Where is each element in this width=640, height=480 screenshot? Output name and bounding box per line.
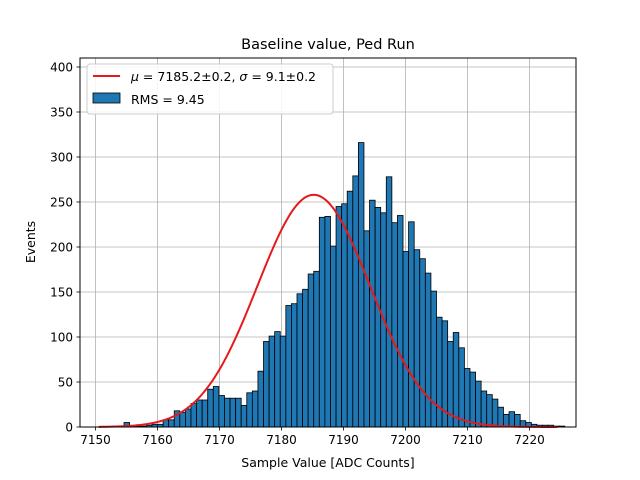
x-tick-label: 7180 [266,433,297,447]
histogram-bar [302,288,309,428]
histogram-bar [469,371,476,428]
histogram-bar [190,403,197,428]
y-tick-label: 200 [50,241,73,255]
legend: μ = 7185.2±0.2, σ = 9.1±0.2 RMS = 9.45 [86,63,334,115]
y-tick-label: 300 [50,151,73,165]
x-tick-label: 7170 [204,433,235,447]
histogram-bar [508,411,516,428]
histogram-bar [402,251,409,428]
histogram-bar [296,293,303,428]
histogram-bar [391,222,398,428]
x-tick-label: 7200 [390,433,421,447]
histogram-bar [430,290,437,428]
histogram-bar [313,270,320,428]
histogram-bar [224,397,231,428]
histogram-bar [179,412,186,428]
histogram-bars [112,142,566,428]
histogram-bar [218,395,225,428]
y-tick-label: 250 [50,196,73,210]
histogram-bar [491,398,499,428]
x-tick-label: 7160 [142,433,173,447]
histogram-bar [263,341,270,428]
histogram-bar [168,419,175,428]
x-tick-label: 7210 [452,433,483,447]
histogram-bar [413,249,421,428]
histogram-bar [318,216,326,428]
histogram-bar [307,273,315,428]
histogram-bar [497,406,504,428]
x-tick-label: 7190 [328,433,359,447]
histogram-bar [201,399,209,428]
y-axis-label: Events [23,221,38,263]
histogram-bar [486,394,493,428]
histogram-bar [330,245,337,428]
histogram-bar [352,175,359,428]
histogram-bar [424,272,432,428]
histogram-bar [229,397,237,428]
gaussian-fit-curve [98,193,558,428]
y-tick-label: 350 [50,106,73,120]
histogram-bar [335,206,343,428]
plot-frame [79,57,577,428]
y-tick-label: 100 [50,331,73,345]
legend-fit-label: μ = 7185.2±0.2, σ = 9.1±0.2 [130,69,316,84]
histogram-bar [514,413,521,428]
x-axis-label: Sample Value [ADC Counts] [241,455,414,470]
histogram-bar [207,388,214,428]
histogram-bar [184,408,192,428]
histogram-bar [397,215,404,428]
x-tick-label: 7150 [80,433,111,447]
histogram-bar [291,303,298,428]
histogram-bar [212,386,220,428]
histogram-bar [251,390,259,428]
histogram-bar [436,316,443,428]
histogram-bar [240,404,248,428]
histogram-bar [374,206,382,428]
histogram-bar [257,370,264,428]
y-axis-ticks: 0 50 100 150 200 250 300 350 400 [50,61,80,435]
histogram-bar [274,331,281,428]
histogram-bar [357,142,365,428]
histogram-bar [385,176,393,428]
legend-hist-swatch [92,92,121,104]
histogram-bar [363,230,370,428]
histogram-bar [480,390,488,428]
histogram-bar [419,258,426,428]
histogram-bar [503,413,510,428]
histogram-bar [369,199,376,428]
chart-title: Baseline value, Ped Run [241,37,415,53]
x-tick-label: 7220 [514,433,545,447]
histogram-bar [235,397,242,428]
y-tick-label: 50 [58,376,73,390]
fit-curve-layer [98,193,558,428]
histogram-bar [463,368,471,428]
legend-hist-label: RMS = 9.45 [131,92,205,107]
histogram-bar [458,347,465,428]
histogram-bar [475,380,482,428]
legend-box [86,63,334,115]
histogram-bar [268,335,276,428]
histogram-bar [341,203,348,428]
histogram-bar [408,221,415,428]
y-tick-label: 0 [65,421,73,435]
x-axis-ticks: 7150 7160 7170 7180 7190 7200 7210 7220 [80,427,545,447]
histogram-bar [196,399,203,428]
y-tick-label: 400 [50,61,73,75]
histogram-bar [285,305,292,428]
y-tick-label: 150 [50,286,73,300]
histogram-bar [324,215,331,428]
histogram-bar [246,392,253,428]
histogram-bar [279,335,287,428]
histogram-bar [346,190,354,428]
histogram-bar [452,332,460,428]
